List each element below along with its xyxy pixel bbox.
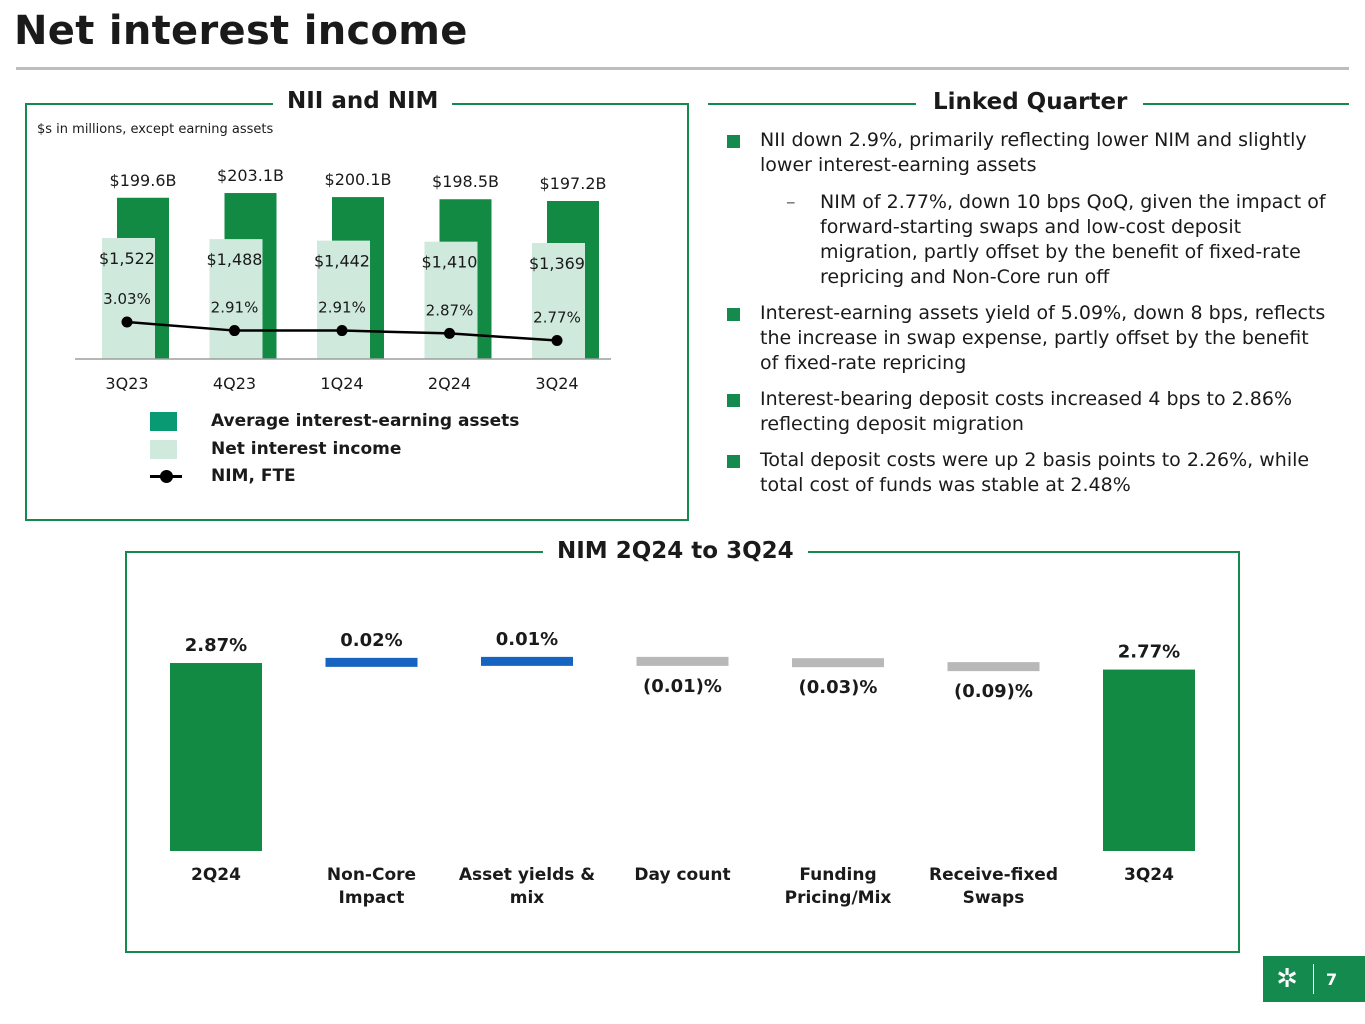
nim-data-label: 2.91% bbox=[211, 299, 259, 317]
x-tick-label: 4Q23 bbox=[213, 374, 256, 393]
bar-label-earning-assets: $199.6B bbox=[110, 171, 177, 190]
waterfall-category-label: Impact bbox=[339, 888, 405, 908]
page-number: 7 bbox=[1326, 969, 1338, 989]
bar-net-interest-income bbox=[102, 237, 155, 359]
x-tick-label: 2Q24 bbox=[428, 374, 471, 393]
x-tick-label: 1Q24 bbox=[320, 374, 363, 393]
nim-data-label: 2.87% bbox=[426, 301, 474, 319]
waterfall-category-label: Funding bbox=[799, 865, 876, 885]
waterfall-data-label: 0.02% bbox=[340, 630, 402, 651]
linked-quarter-list: NII down 2.9%, primarily reflecting lowe… bbox=[726, 128, 1326, 509]
bar-label-net-interest-income: $1,522 bbox=[99, 249, 155, 268]
bar-label-earning-assets: $197.2B bbox=[540, 174, 607, 193]
legend-swatch-earning-assets bbox=[150, 411, 177, 431]
square-bullet-icon bbox=[727, 308, 740, 321]
waterfall-category-label: Day count bbox=[634, 865, 730, 885]
legend-label: Average interest-earning assets bbox=[211, 411, 520, 431]
legend-swatch-net-interest-income bbox=[150, 439, 177, 459]
waterfall-data-label: 0.01% bbox=[496, 629, 558, 650]
waterfall-bar bbox=[947, 662, 1040, 672]
citizens-logo-icon: ✲ bbox=[1276, 964, 1298, 994]
waterfall-bar bbox=[170, 663, 262, 851]
sub-bullet-text: NIM of 2.77%, down 10 bps QoQ, given the… bbox=[820, 191, 1326, 288]
square-bullet-icon bbox=[727, 394, 740, 407]
legend-label: Net interest income bbox=[211, 439, 402, 459]
legend-item-net-interest-income: Net interest income bbox=[150, 437, 401, 461]
nii-nim-chart: $199.6B $1,522 3.03% 3Q23 $203.1B $1,488 2.91%… bbox=[75, 166, 611, 393]
waterfall-category-label: Asset yields & bbox=[459, 865, 595, 885]
waterfall-bar bbox=[636, 656, 729, 666]
nim-bridge-title: NIM 2Q24 to 3Q24 bbox=[543, 538, 808, 564]
nim-bridge-chart: 2.87% 2Q24 0.02% Non-Core Impact 0.01% Asset y… bbox=[170, 629, 1195, 908]
footer-logo: ✲ 7 bbox=[1263, 956, 1365, 1002]
dash-bullet-icon: – bbox=[786, 191, 796, 213]
waterfall-category-label: Pricing/Mix bbox=[785, 888, 892, 908]
nim-point bbox=[229, 325, 240, 337]
bullet-text: NII down 2.9%, primarily reflecting lowe… bbox=[760, 129, 1307, 176]
bar-label-net-interest-income: $1,442 bbox=[314, 252, 370, 271]
square-bullet-icon bbox=[727, 135, 740, 148]
nim-data-label: 3.03% bbox=[103, 290, 151, 308]
sub-bullet: – NIM of 2.77%, down 10 bps QoQ, given t… bbox=[760, 190, 1326, 290]
bar-net-interest-income bbox=[209, 239, 263, 359]
nim-point bbox=[336, 325, 348, 337]
legend-item-nim: NIM, FTE bbox=[150, 464, 296, 488]
bar-label-earning-assets: $203.1B bbox=[217, 166, 284, 185]
list-item: Interest-earning assets yield of 5.09%, … bbox=[726, 301, 1326, 376]
bar-label-net-interest-income: $1,410 bbox=[422, 253, 478, 272]
waterfall-category-label: Swaps bbox=[963, 888, 1025, 908]
bullet-text: Interest-earning assets yield of 5.09%, … bbox=[760, 302, 1326, 374]
nim-data-label: 2.77% bbox=[533, 309, 581, 327]
list-item: Interest-bearing deposit costs increased… bbox=[726, 387, 1326, 437]
nim-point bbox=[444, 327, 455, 339]
nim-point bbox=[551, 335, 563, 346]
linked-quarter-title: Linked Quarter bbox=[933, 89, 1128, 115]
nim-point bbox=[121, 316, 133, 328]
bar-net-interest-income bbox=[424, 241, 478, 359]
logo-divider bbox=[1313, 964, 1314, 994]
waterfall-bar bbox=[325, 657, 418, 667]
waterfall-bar bbox=[792, 658, 884, 668]
x-tick-label: 3Q24 bbox=[535, 374, 578, 393]
waterfall-bar bbox=[1103, 669, 1195, 851]
waterfall-data-label: 2.87% bbox=[185, 635, 247, 656]
title-divider bbox=[16, 67, 1349, 70]
waterfall-category-label: mix bbox=[510, 888, 545, 908]
nim-data-label: 2.91% bbox=[318, 299, 366, 317]
bar-label-net-interest-income: $1,369 bbox=[529, 254, 585, 273]
bar-net-interest-income bbox=[317, 240, 370, 359]
legend-label: NIM, FTE bbox=[211, 466, 296, 486]
waterfall-category-label: 2Q24 bbox=[191, 865, 241, 885]
list-item: NII down 2.9%, primarily reflecting lowe… bbox=[726, 128, 1326, 290]
legend-item-earning-assets: Average interest-earning assets bbox=[150, 409, 519, 433]
list-item: Total deposit costs were up 2 basis poin… bbox=[726, 448, 1326, 498]
bullet-text: Total deposit costs were up 2 basis poin… bbox=[760, 449, 1310, 496]
x-tick-label: 3Q23 bbox=[105, 374, 148, 393]
bar-label-net-interest-income: $1,488 bbox=[207, 250, 263, 269]
linked-quarter-rule-left bbox=[708, 103, 916, 105]
waterfall-bar bbox=[481, 656, 573, 666]
linked-quarter-rule-right bbox=[1143, 103, 1349, 105]
nii-nim-title: NII and NIM bbox=[273, 88, 453, 114]
bar-label-earning-assets: $198.5B bbox=[432, 172, 499, 191]
square-bullet-icon bbox=[727, 455, 740, 468]
bullet-text: Interest-bearing deposit costs increased… bbox=[760, 388, 1292, 435]
waterfall-category-label: Non-Core bbox=[327, 865, 416, 885]
waterfall-data-label: (0.03)% bbox=[799, 677, 878, 698]
legend-line-nim-icon bbox=[150, 469, 182, 483]
bar-label-earning-assets: $200.1B bbox=[325, 170, 392, 189]
waterfall-data-label: 2.77% bbox=[1118, 642, 1180, 663]
units-note: $s in millions, except earning assets bbox=[37, 122, 274, 137]
waterfall-category-label: 3Q24 bbox=[1124, 865, 1174, 885]
waterfall-data-label: (0.09)% bbox=[954, 681, 1033, 702]
page-title: Net interest income bbox=[14, 8, 468, 54]
waterfall-data-label: (0.01)% bbox=[643, 676, 722, 697]
waterfall-category-label: Receive-fixed bbox=[929, 865, 1058, 885]
